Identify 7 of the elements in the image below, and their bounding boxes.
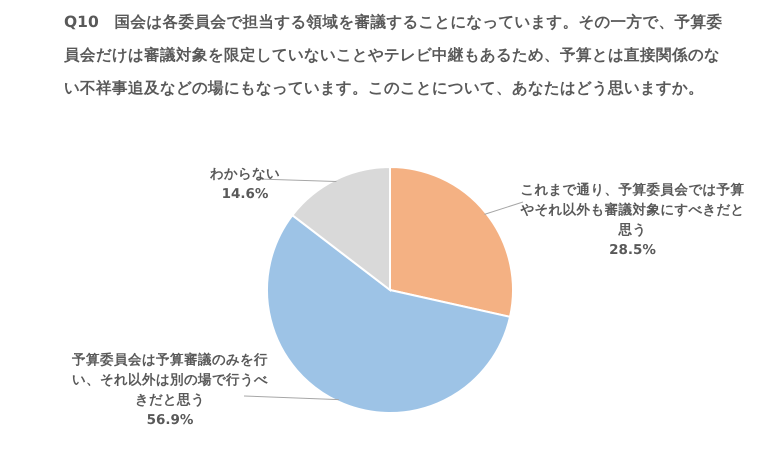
slice-label: これまで通り、予算委員会では予算やそれ以外も審議対象にすべきだと思う	[520, 181, 745, 240]
data-label: 56.9%	[146, 411, 194, 430]
data-label: 28.5%	[608, 241, 657, 260]
slice-label: 予算委員会は予算審議のみを行い、それ以外は別の場で行うべきだと思う	[71, 351, 269, 410]
chart-title: Q10 国会は各委員会で担当する領域を審議することになっています。その一方で、予算委員会だけは審議対象を限定していないことやテレビ中継もあるため、予算とは直接関係のない不祥事追及などの場にもなっています。このことについて、あなたはどう思いますか。	[64, 12, 724, 99]
slice-label: わからない	[209, 165, 281, 184]
data-label: 14.6%	[220, 185, 270, 204]
